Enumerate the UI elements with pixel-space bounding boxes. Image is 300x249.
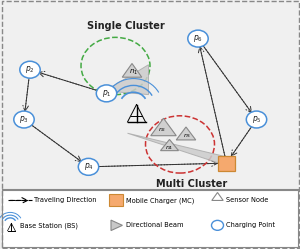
Polygon shape — [160, 139, 178, 151]
Polygon shape — [105, 65, 148, 95]
Polygon shape — [176, 127, 196, 140]
Text: $p_{4}$: $p_{4}$ — [83, 161, 94, 172]
Text: $p_{6}$: $p_{6}$ — [193, 33, 203, 44]
Circle shape — [212, 220, 224, 230]
Text: Charging Point: Charging Point — [226, 222, 275, 228]
Text: $n_4$: $n_4$ — [165, 144, 174, 152]
Circle shape — [14, 111, 34, 128]
Text: $p_{5}$: $p_{5}$ — [252, 114, 261, 125]
Circle shape — [96, 85, 117, 102]
Text: $n_3$: $n_3$ — [183, 132, 192, 140]
Text: Multi Cluster: Multi Cluster — [156, 179, 228, 189]
FancyBboxPatch shape — [2, 190, 298, 247]
FancyBboxPatch shape — [218, 156, 236, 171]
Text: Sensor Node: Sensor Node — [226, 197, 269, 203]
Text: Base Station (BS): Base Station (BS) — [20, 222, 78, 229]
Circle shape — [188, 30, 208, 47]
Text: Mobile Charger (MC): Mobile Charger (MC) — [126, 197, 194, 204]
Text: $n_1$: $n_1$ — [129, 68, 138, 77]
Text: $p_{2}$: $p_{2}$ — [25, 64, 35, 75]
Text: Directional Beam: Directional Beam — [126, 222, 184, 228]
Text: Single Cluster: Single Cluster — [87, 21, 165, 31]
Text: Traveling Direction: Traveling Direction — [34, 197, 97, 203]
Text: $p_{3}$: $p_{3}$ — [19, 114, 29, 125]
Polygon shape — [111, 220, 122, 231]
Circle shape — [246, 111, 267, 128]
Polygon shape — [151, 118, 176, 136]
Polygon shape — [122, 63, 142, 77]
Circle shape — [20, 61, 40, 78]
Polygon shape — [128, 133, 226, 166]
Text: $p_{1}$: $p_{1}$ — [102, 88, 111, 99]
Circle shape — [78, 158, 99, 175]
FancyBboxPatch shape — [109, 194, 123, 206]
Text: $n_2$: $n_2$ — [158, 126, 166, 134]
